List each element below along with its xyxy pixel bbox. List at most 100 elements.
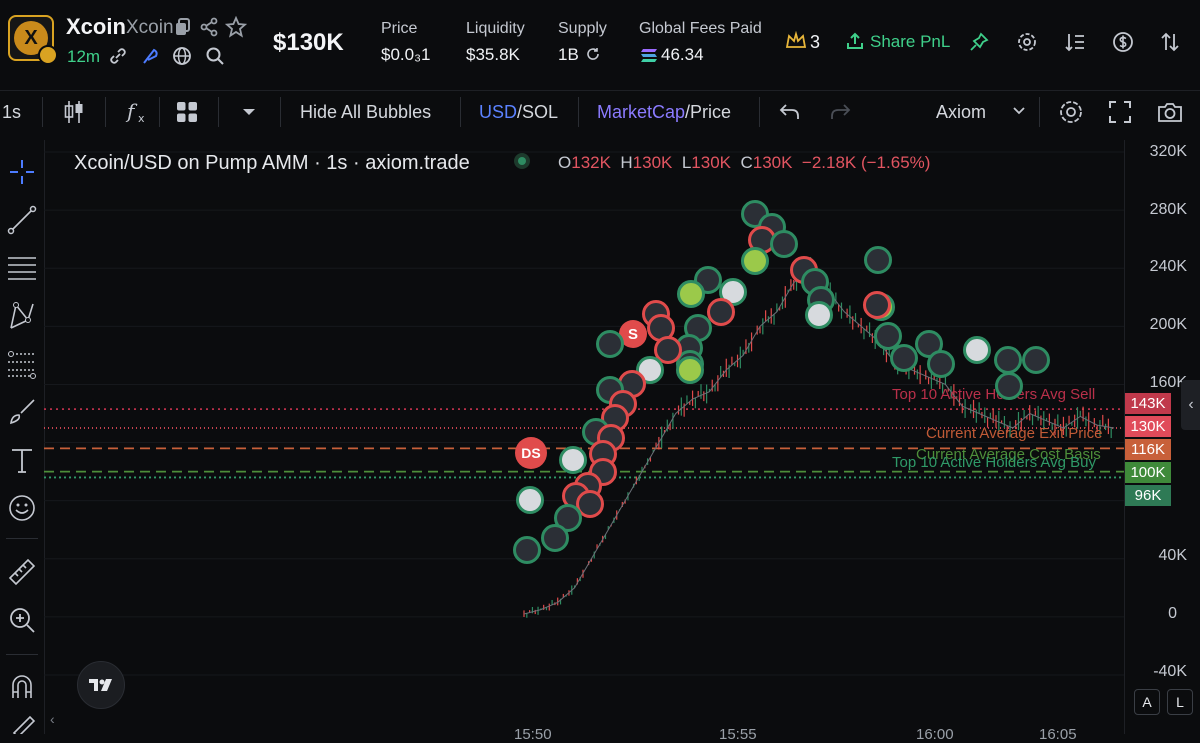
trade-bubble[interactable] — [890, 344, 918, 372]
toolbar-divider — [218, 97, 219, 127]
search-icon[interactable] — [205, 46, 225, 66]
log-scale-button[interactable]: L — [1167, 689, 1193, 715]
trend-line-icon[interactable] — [6, 204, 38, 236]
trade-bubble[interactable] — [677, 280, 705, 308]
time-label: 16:00 — [916, 726, 954, 743]
mode-toggle[interactable]: MarketCap/Price — [597, 102, 731, 123]
token-age: 12m — [67, 47, 101, 66]
y-tick: 0 — [1168, 605, 1177, 622]
pattern-icon[interactable] — [6, 300, 38, 332]
camera-icon[interactable] — [1156, 100, 1184, 124]
star-icon[interactable] — [225, 16, 247, 38]
refresh-icon[interactable] — [585, 46, 601, 62]
brush-icon[interactable] — [6, 396, 38, 428]
crosshair-icon[interactable] — [6, 156, 38, 188]
fullscreen-icon[interactable] — [1108, 100, 1132, 124]
trade-bubble[interactable] — [559, 446, 587, 474]
svg-text:f: f — [125, 99, 138, 123]
candle-style-icon[interactable] — [62, 99, 86, 125]
hide-bubbles-button[interactable]: Hide All Bubbles — [300, 102, 432, 122]
liquidity-value: $35.8K — [466, 45, 520, 64]
crown-icon[interactable] — [785, 31, 807, 51]
current-price-tag: 130K — [1125, 416, 1171, 437]
toolbar-divider — [1039, 97, 1040, 127]
trade-bubble[interactable] — [596, 330, 624, 358]
tradingview-logo-icon[interactable] — [77, 661, 125, 709]
supply-label: Supply — [558, 20, 607, 37]
trade-bubble[interactable] — [805, 301, 833, 329]
link-icon[interactable] — [108, 46, 128, 66]
trade-bubble[interactable] — [707, 298, 735, 326]
layout-grid-icon[interactable] — [175, 100, 199, 124]
avg-sell-price-tag: 143K — [1125, 393, 1171, 414]
copy-icon[interactable] — [174, 18, 192, 36]
toolbar-divider — [759, 97, 760, 127]
auto-scale-button[interactable]: A — [1134, 689, 1160, 715]
dev-sell-marker[interactable]: DS — [515, 437, 547, 469]
toolbar-divider — [578, 97, 579, 127]
settings-icon[interactable] — [1016, 31, 1038, 53]
fees-label: Global Fees Paid — [639, 20, 762, 37]
pencil-lock-icon[interactable] — [6, 712, 38, 734]
globe-icon[interactable] — [172, 46, 192, 66]
price-axis[interactable]: 320K 280K 240K 200K 160K 40K 0 -40K 143K… — [1124, 140, 1200, 734]
y-tick: 280K — [1149, 201, 1187, 218]
horizontal-lines-icon[interactable] — [6, 252, 38, 284]
trade-bubble[interactable] — [1022, 346, 1050, 374]
chart-settings-icon[interactable] — [1058, 99, 1084, 125]
cost-basis-price-tag: 100K — [1125, 462, 1171, 483]
chevron-down-icon[interactable] — [240, 103, 258, 121]
trade-bubble[interactable] — [589, 458, 617, 486]
trade-bubble[interactable] — [994, 346, 1022, 374]
ohlc-open: 132K — [571, 153, 611, 172]
trade-bubble[interactable] — [927, 350, 955, 378]
trade-bubble[interactable] — [963, 336, 991, 364]
interval-selector[interactable]: 1s — [2, 102, 22, 122]
magnet-icon[interactable] — [6, 670, 38, 702]
ohlc-close: 130K — [752, 153, 793, 172]
swap-arrows-icon[interactable] — [1158, 30, 1182, 54]
y-tick: 40K — [1158, 547, 1187, 564]
token-logo[interactable]: X — [8, 15, 58, 65]
trade-bubble[interactable] — [863, 291, 891, 319]
collapse-toolbar-icon[interactable]: ‹ — [50, 711, 55, 727]
pin-icon[interactable] — [968, 31, 990, 53]
axis-expand-icon[interactable]: ‹ — [1181, 380, 1200, 430]
chart-title: Xcoin/USD on Pump AMM · 1s · axiom.trade — [74, 152, 470, 174]
emoji-icon[interactable] — [6, 492, 38, 524]
trade-bubble[interactable] — [770, 230, 798, 258]
fib-retracement-icon[interactable] — [6, 348, 38, 380]
avg-sell-line-label: Top 10 Active Holders Avg Sell — [892, 386, 1096, 403]
share-pnl-icon[interactable] — [845, 31, 865, 51]
toolbar-divider — [159, 97, 160, 127]
ohlc-low: 130K — [691, 153, 731, 172]
ruler-icon[interactable] — [6, 556, 38, 588]
y-tick: -40K — [1153, 663, 1187, 680]
share-icon[interactable] — [199, 17, 219, 37]
feather-icon[interactable] — [140, 46, 160, 66]
time-label: 15:55 — [719, 726, 757, 743]
token-ticker[interactable]: Xcoin — [126, 17, 174, 38]
trade-bubble[interactable] — [513, 536, 541, 564]
list-sort-icon[interactable] — [1064, 31, 1086, 53]
trade-bubble[interactable] — [516, 486, 544, 514]
token-name: Xcoin — [66, 14, 126, 39]
trade-bubble[interactable] — [864, 246, 892, 274]
trade-bubble[interactable] — [995, 372, 1023, 400]
currency-toggle[interactable]: USD/SOL — [479, 102, 558, 123]
source-selector[interactable]: Axiom — [936, 102, 987, 122]
undo-icon[interactable] — [778, 101, 802, 123]
source-chevron-icon[interactable] — [1012, 104, 1026, 118]
zoom-in-icon[interactable] — [6, 604, 38, 636]
trade-bubble[interactable] — [676, 356, 704, 384]
svg-text:x: x — [138, 112, 145, 125]
share-pnl-button[interactable]: Share PnL — [870, 32, 951, 51]
trade-bubble[interactable] — [741, 247, 769, 275]
trade-bubble[interactable] — [541, 524, 569, 552]
price-chart[interactable]: Xcoin/USD on Pump AMM · 1s · axiom.trade… — [44, 140, 1124, 743]
ohlc-l-label: L — [681, 153, 692, 172]
currency-icon[interactable] — [1111, 30, 1135, 54]
redo-icon[interactable] — [828, 101, 852, 123]
text-tool-icon[interactable] — [6, 444, 38, 476]
